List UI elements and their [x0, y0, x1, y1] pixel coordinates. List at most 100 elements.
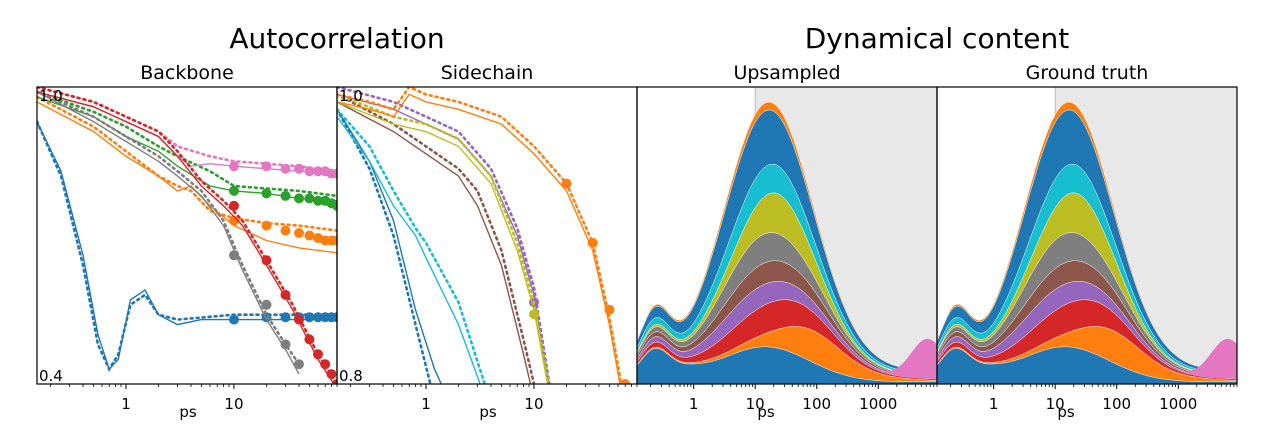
sidechain-xtick-label: 1 [421, 395, 431, 413]
backbone-point-orange [280, 225, 291, 236]
sidechain-xtick-label: 10 [524, 395, 543, 413]
backbone-dotted-blue [37, 120, 337, 372]
ground_truth-xtick-label: 10 [1046, 395, 1065, 413]
backbone-subplot-title: Backbone [140, 62, 234, 84]
upsampled-xlabel: ps [757, 403, 775, 421]
backbone-point-pink [229, 161, 239, 172]
backbone-point-pink [304, 166, 315, 177]
backbone-point-gray [261, 299, 272, 310]
backbone-dotted-red [37, 87, 337, 384]
backbone-line-red [37, 91, 335, 384]
ground_truth-axes-frame [936, 86, 1238, 385]
ground_truth-plot-area [937, 87, 1237, 384]
backbone-point-red [280, 289, 291, 300]
backbone-point-gray [229, 250, 239, 261]
backbone-point-orange [229, 215, 239, 226]
sidechain-line-blue [337, 108, 443, 384]
sidechain-axes-frame [336, 86, 638, 385]
panel-ground_truth: 1 10 100 1000 Ground truth ps [936, 62, 1238, 421]
backbone-point-blue [280, 312, 291, 323]
sidechain-dotted-orange [337, 87, 623, 384]
sidechain-ytick-top: 1.0 [339, 87, 363, 105]
backbone-point-red [294, 314, 304, 325]
sidechain-xlabel: ps [479, 403, 497, 421]
ground_truth-subplot-title: Ground truth [1026, 62, 1149, 84]
backbone-point-red [332, 379, 337, 384]
sidechain-line-cyan [337, 116, 481, 384]
sidechain-ytick-bottom: 0.8 [339, 367, 363, 385]
backbone-point-green [229, 185, 239, 196]
backbone-dotted-pink [37, 87, 337, 173]
backbone-point-pink [313, 166, 323, 177]
sidechain-point-orange [620, 379, 631, 384]
backbone-point-pink [294, 163, 304, 174]
backbone-dotted-green [37, 90, 337, 198]
sidechain-line-brown [337, 101, 532, 384]
ground_truth-area-pink [1137, 337, 1237, 380]
backbone-point-gray [280, 339, 291, 350]
backbone-point-blue [304, 312, 315, 323]
backbone-line-gray [37, 91, 300, 375]
backbone-point-red [261, 255, 272, 266]
sidechain-dotted-olive [337, 93, 551, 384]
upsampled-xtick-label: 10 [746, 395, 765, 413]
upsampled-subplot-title: Upsampled [733, 62, 840, 84]
backbone-ytick-top: 1.0 [39, 87, 63, 105]
backbone-point-orange [304, 230, 315, 241]
ground_truth-xtick-label: 1 [989, 395, 999, 413]
panel-backbone: 1.0 0.4 1 10 Backbone ps [36, 62, 338, 421]
sidechain-dotted-cyan [337, 108, 486, 384]
upsampled-plot-area [637, 87, 937, 384]
panel-upsampled: 1 10 100 1000 Upsampled ps [636, 62, 938, 421]
backbone-point-green [280, 190, 291, 201]
backbone-dotted-orange [37, 95, 337, 232]
sidechain-point-orange [587, 237, 598, 248]
backbone-point-red [320, 359, 331, 370]
backbone-dotted-gray [37, 90, 301, 366]
backbone-point-orange [332, 235, 337, 246]
backbone-line-orange [37, 101, 337, 254]
backbone-ytick-bottom: 0.4 [39, 367, 63, 385]
sidechain-line-orange [337, 93, 621, 384]
backbone-xtick-label: 1 [121, 395, 131, 413]
sidechain-line-purple [337, 93, 549, 384]
backbone-point-red [326, 369, 337, 380]
ground_truth-area-blue-0 [937, 346, 1237, 384]
backbone-point-red [304, 334, 315, 345]
backbone-point-green [332, 200, 337, 211]
upsampled-xtick-label: 1 [689, 395, 699, 413]
sidechain-dotted-purple [337, 87, 551, 384]
sidechain-point-olive [529, 309, 539, 320]
backbone-point-green [261, 188, 272, 199]
autocorrelation-title: Autocorrelation [229, 22, 444, 55]
backbone-line-blue [37, 121, 337, 371]
dynamical-content-title: Dynamical content [805, 22, 1070, 55]
ground_truth-xlabel: ps [1057, 403, 1075, 421]
ground_truth-xtick-label: 1000 [1159, 395, 1197, 413]
backbone-axes-frame [36, 86, 338, 385]
backbone-point-blue [332, 312, 337, 323]
ground_truth-xtick-label: 100 [1102, 395, 1131, 413]
backbone-point-gray [294, 359, 304, 370]
backbone-plot-area [37, 87, 337, 384]
sidechain-point-orange [604, 304, 615, 315]
upsampled-area-pink [837, 337, 937, 380]
backbone-point-blue [313, 312, 323, 323]
backbone-xlabel: ps [179, 403, 197, 421]
sidechain-point-orange [561, 178, 572, 189]
sidechain-dotted-brown [337, 93, 536, 384]
backbone-point-orange [261, 220, 272, 231]
backbone-point-green [294, 193, 304, 204]
backbone-point-pink [332, 168, 337, 179]
upsampled-xtick-label: 100 [802, 395, 831, 413]
backbone-point-green [304, 193, 315, 204]
backbone-xtick-label: 10 [224, 395, 243, 413]
backbone-point-orange [294, 228, 304, 238]
sidechain-plot-area [337, 87, 631, 384]
backbone-point-red [313, 349, 323, 360]
sidechain-line-olive [337, 101, 549, 384]
backbone-point-pink [280, 163, 291, 174]
sidechain-subplot-title: Sidechain [441, 62, 534, 84]
backbone-point-pink [261, 161, 272, 172]
